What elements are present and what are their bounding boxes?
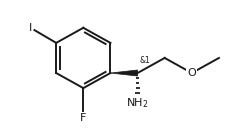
Polygon shape bbox=[110, 70, 137, 76]
Text: O: O bbox=[187, 68, 196, 78]
Text: I: I bbox=[29, 23, 32, 33]
Text: NH$_2$: NH$_2$ bbox=[126, 96, 148, 110]
Text: &1: &1 bbox=[139, 56, 150, 65]
Text: F: F bbox=[80, 113, 86, 123]
